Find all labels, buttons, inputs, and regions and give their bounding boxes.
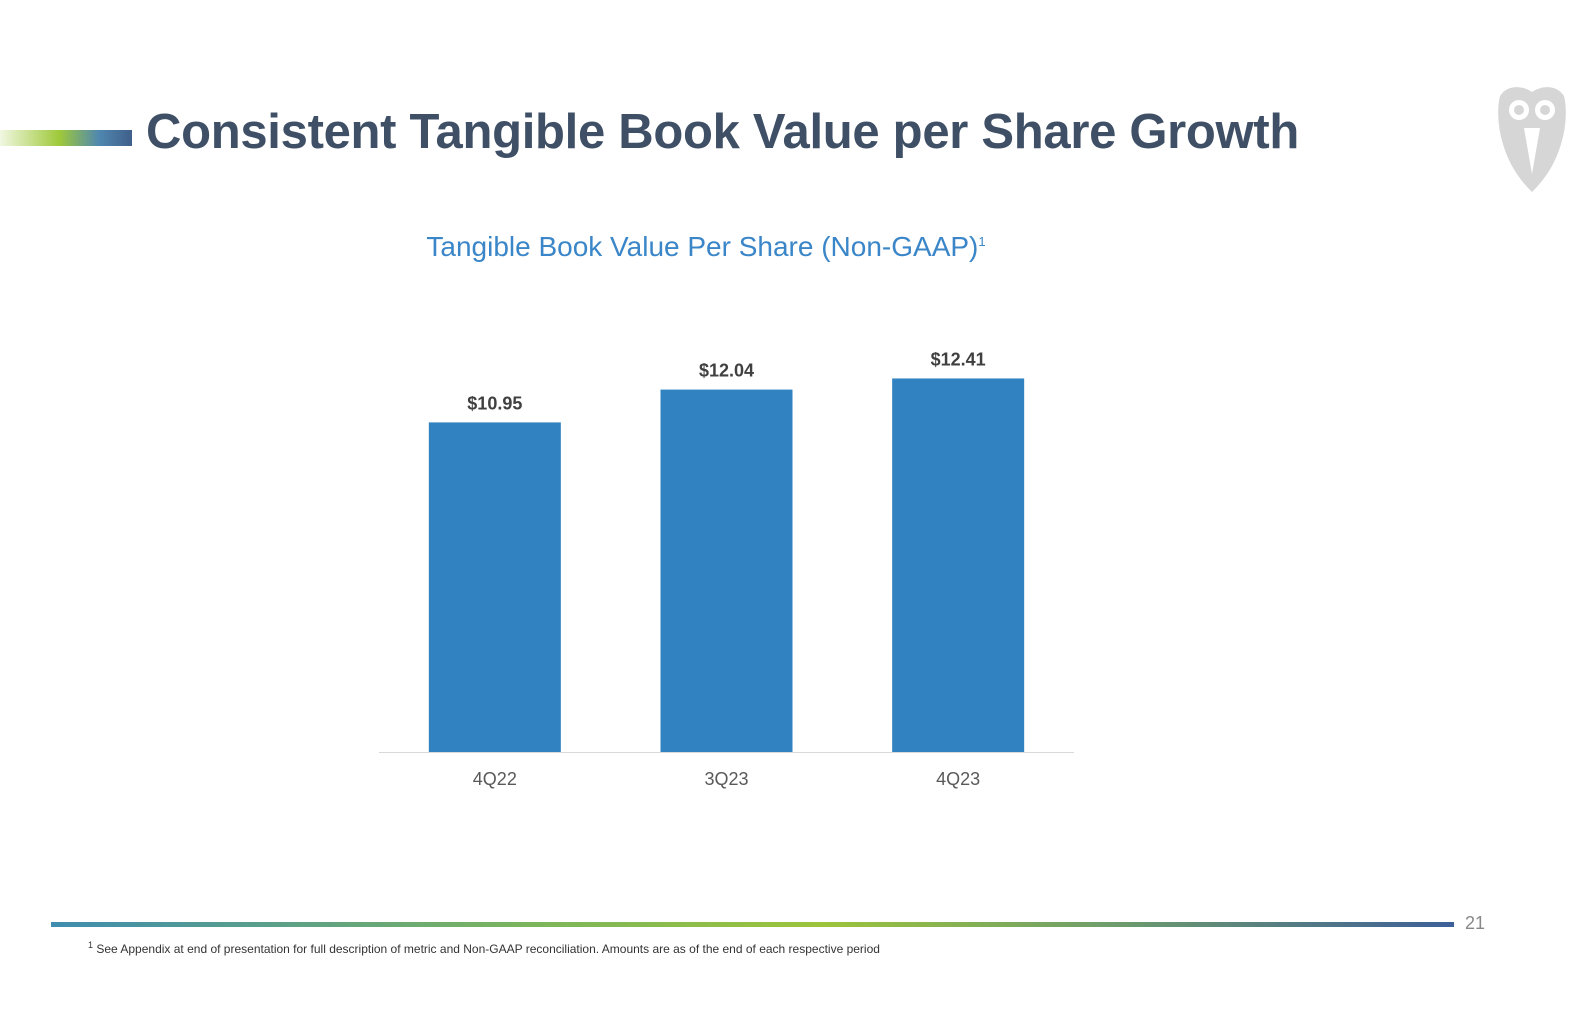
bar-4q23 (892, 378, 1025, 752)
category-label-3q23: 3Q23 (704, 769, 748, 789)
footnote-text: See Appendix at end of presentation for … (96, 942, 880, 956)
data-label-4q22: $10.95 (467, 393, 522, 413)
chart-title-text: Tangible Book Value Per Share (Non-GAAP) (426, 231, 978, 262)
title-accent-bar (0, 130, 132, 146)
page-number: 21 (1465, 913, 1486, 933)
data-label-3q23: $12.04 (699, 361, 754, 381)
footnote-marker: 1 (88, 940, 94, 950)
data-label-4q23: $12.41 (931, 349, 986, 369)
bar-series (428, 378, 1025, 752)
bar-3q23 (660, 389, 793, 752)
tbv-bar-chart: Tangible Book Value Per Share (Non-GAAP)… (379, 231, 1074, 789)
owl-logo-icon (1498, 87, 1566, 192)
data-labels: $10.95 $12.04 $12.41 (467, 349, 985, 413)
chart-title: Tangible Book Value Per Share (Non-GAAP)… (426, 231, 985, 262)
category-label-4q22: 4Q22 (473, 769, 517, 789)
bar-4q22 (428, 422, 561, 752)
category-label-4q23: 4Q23 (936, 769, 980, 789)
chart-title-superscript: 1 (978, 234, 985, 249)
category-labels: 4Q22 3Q23 4Q23 (473, 769, 980, 789)
footer-divider (51, 922, 1454, 927)
slide-title: Consistent Tangible Book Value per Share… (146, 105, 1300, 159)
footnote: 1 See Appendix at end of presentation fo… (88, 940, 880, 956)
